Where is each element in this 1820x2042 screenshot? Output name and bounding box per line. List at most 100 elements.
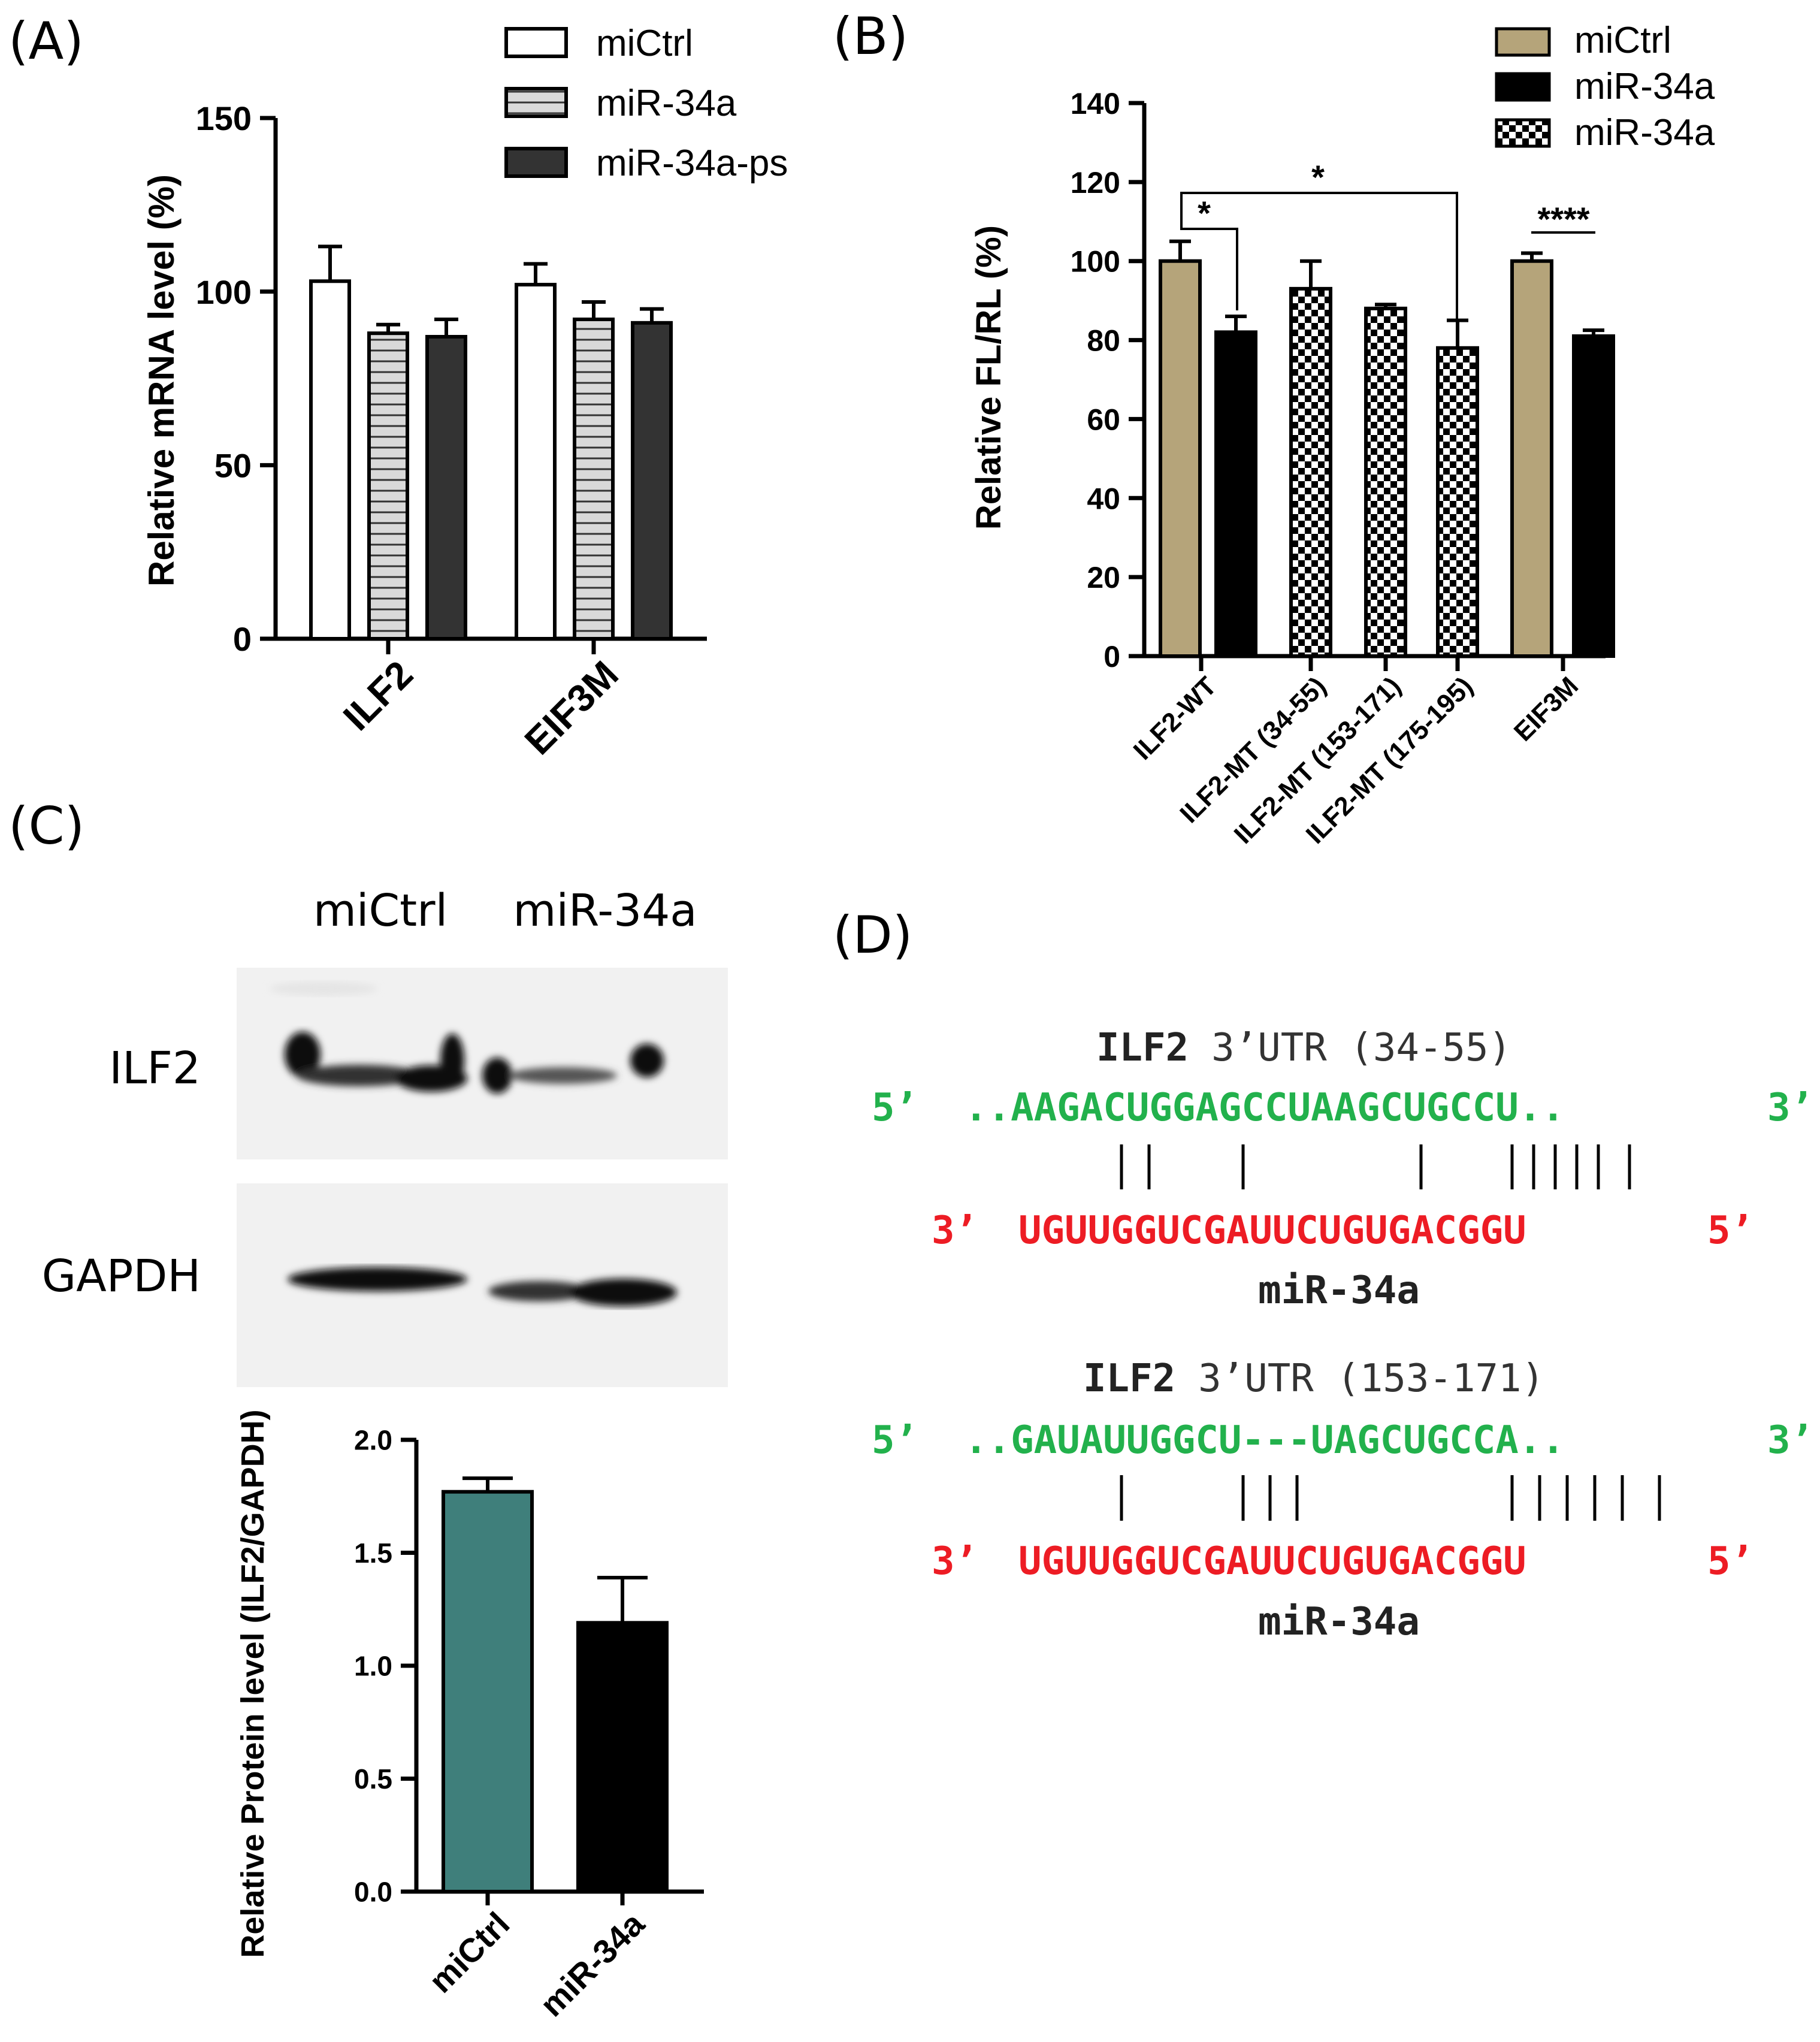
bar-b-ilf2-mt-175-195-mir-34a [1436,346,1479,658]
alignment-2-target-seq: ..GAUAUUGGCU---UAGCUGCCA.. [965,1418,1565,1463]
legend-a-swatch-0 [504,27,568,58]
alignment-2-mir-3: 3’ [932,1539,978,1584]
x-label-ilf2: ILF2 [335,653,421,739]
sig-star-1: * [1198,194,1211,232]
band-label-ilf2: ILF2 [109,1043,201,1094]
bar-a-ilf2-mictrl [309,279,351,641]
legend-b-swatch-1 [1495,72,1551,102]
alignment-2-mir-seq: UGUUGGUCGAUUCUGUGACGGU [1018,1539,1526,1584]
legend-b-label-2: miR-34a [1574,112,1715,153]
alignment-2-pairs [1120,1475,1661,1521]
y-tick-label-2: 40 [1087,482,1120,515]
x-label-c-mir-34a: miR-34a [533,1904,652,2023]
alignment-2-region: 3’UTR (153-171) [1198,1357,1544,1401]
blot-gapdh [237,1183,728,1387]
legend-a-swatch-1 [504,87,568,118]
y-tick-label-2: 100 [196,273,252,311]
sig-star-2: * [1311,158,1325,196]
legend-a-swatch-2 [504,147,568,178]
sig-star-4: **** [1537,200,1589,238]
legend-b-label-1: miR-34a [1574,66,1715,107]
panel-c-label: (C) [8,796,84,856]
band-label-gapdh: GAPDH [42,1250,201,1302]
alignment-1: ILF2 3’UTR (34-55) 5’ ..AAGACUGGAGCCUAAGC… [872,1026,1813,1313]
alignment-1-mir-3: 3’ [932,1209,978,1253]
alignment-1-mir-seq: UGUUGGUCGAUUCUGUGACGGU [1018,1209,1526,1253]
y-tick-label-3: 1.5 [354,1537,392,1569]
bracket-wt-vs-175 [1180,192,1458,328]
chart-a-x-labels: ILF2 EIF3M [335,639,627,763]
legend-a-label-1: miR-34a [596,83,737,124]
bar-a-eif3m-mir-34a [573,318,615,641]
y-tick-label-0: 0.0 [354,1877,392,1908]
bar-a-eif3m-mictrl [515,283,557,641]
bar-b-ilf2-wt-mictrl [1159,259,1202,658]
alignment-1-pairs [1120,1144,1631,1189]
alignment-1-target-3: 3’ [1767,1086,1813,1130]
alignment-2-target-5: 5’ [872,1418,918,1463]
chart-b-bars [1159,239,1615,658]
y-tick-label-2: 1.0 [354,1651,392,1682]
x-label-eif3m: EIF3M [516,653,627,763]
chart-c-ylabel: Relative Protein level (ILF2/GAPDH) [235,1409,271,1958]
y-tick-label-6: 120 [1071,166,1120,200]
y-tick-label-1: 20 [1087,561,1120,594]
panel-d: (D) ILF2 3’UTR (34-55) 5’ ..AAGACUGGAGCCU… [833,905,1813,1644]
y-tick-label-7: 140 [1071,87,1120,120]
x-label-c-mictrl: miCtrl [422,1905,517,2000]
y-tick-label-4: 80 [1087,324,1120,358]
legend-a-label-0: miCtrl [596,23,693,64]
chart-a-ylabel: Relative mRNA level (%) [141,174,182,587]
panel-d-label: (D) [833,905,912,965]
chart-a-y-ticks: 0 50 100 150 [196,99,276,658]
alignment-1-target-5: 5’ [872,1086,918,1130]
lane-label-0: miCtrl [313,885,448,937]
legend-b-swatch-0 [1495,27,1551,57]
alignment-1-target-seq: ..AAGACUGGAGCCUAAGCUGCCU.. [965,1086,1565,1130]
chart-b-ylabel: Relative FL/RL (%) [969,225,1008,530]
chart-b-y-ticks: 0 20 40 60 80 100 120 140 [1071,87,1144,673]
blot-ilf2 [237,968,728,1159]
bar-a-ilf2-mir-34a-ps [425,334,467,641]
legend-b: miCtrl miR-34a miR-34a [1495,20,1715,153]
panel-a-label: (A) [8,11,84,71]
y-tick-label-3: 150 [196,99,252,137]
y-tick-label-0: 0 [233,620,252,658]
alignment-1-mir-5: 5’ [1707,1209,1754,1253]
x-label-b-ilf2-wt: ILF2-WT [1128,671,1222,765]
legend-a-label-2: miR-34a-ps [596,143,788,184]
bar-a-eif3m-mir-34a-ps [631,321,673,641]
legend-b-swatch-2 [1495,118,1551,148]
y-tick-label-1: 50 [214,446,252,484]
bar-c-mir-34a [576,1621,669,1894]
chart-a-bars [309,244,673,641]
panel-c: (C) miCtrl miR-34a ILF2 GAPDH [8,796,728,2024]
legend-b-label-0: miCtrl [1574,20,1671,61]
chart-c-ylabel-line1: Relative Protein level (ILF2/GAPDH) [235,1409,271,1958]
panel-b: (B) miCtrl miR-34a miR-34a Relative FL/R… [833,7,1715,850]
chart-c-y-ticks: 0.0 0.5 1.0 1.5 2.0 [354,1425,416,1908]
panel-b-label: (B) [833,7,908,67]
bar-a-ilf2-mir-34a [367,331,409,641]
y-tick-label-5: 100 [1071,245,1120,279]
alignment-1-header: ILF2 3’UTR (34-55) [1096,1026,1511,1070]
bar-b-ilf2-mt-34-55-mir-34a [1289,286,1332,658]
y-tick-label-0: 0 [1104,640,1120,673]
alignment-2: ILF2 3’UTR (153-171) 5’ ..GAUAUUGGCU---UA… [872,1357,1813,1644]
y-tick-label-4: 2.0 [354,1425,392,1456]
chart-c-x-labels: miCtrl miR-34a [422,1892,652,2024]
bracket-wt-vs-mir [1180,213,1238,310]
alignment-1-gene: ILF2 [1096,1026,1189,1070]
y-tick-label-1: 0.5 [354,1763,392,1795]
legend-a: miCtrl miR-34a miR-34a-ps [504,23,788,184]
alignment-2-header: ILF2 3’UTR (153-171) [1083,1357,1544,1401]
bar-b-eif3m-mictrl [1510,259,1553,658]
alignment-1-mir-name: miR-34a [1258,1268,1420,1313]
panel-a: (A) miCtrl miR-34a miR-34a-ps Relative m… [8,11,788,763]
bar-b-ilf2-mt-153-171-mir-34a [1364,306,1407,658]
alignment-2-gene: ILF2 [1083,1357,1175,1401]
alignment-2-target-3: 3’ [1767,1418,1813,1463]
